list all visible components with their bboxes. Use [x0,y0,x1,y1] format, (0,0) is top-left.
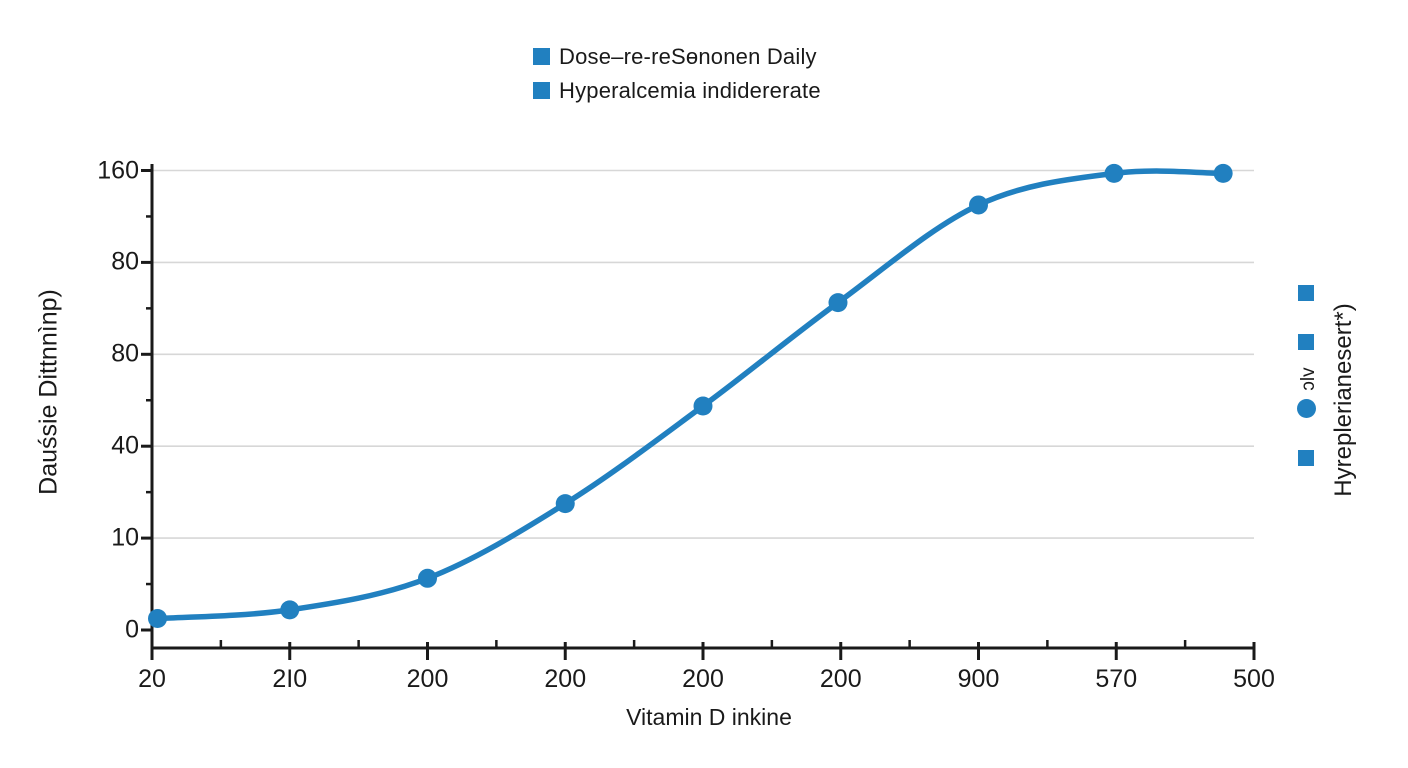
y-tick-label: 80 [111,339,139,368]
legend-item: Hyperalcemia indidererate [533,79,821,102]
data-point-marker [555,494,575,514]
legend-item-label: Hyperalcemia indidererate [559,78,821,103]
side-square-icon [1298,450,1314,466]
data-point-marker [418,568,437,588]
data-point-marker [280,600,300,620]
side-square-icon [1298,334,1314,350]
legend-swatch-icon [533,48,550,65]
data-point-marker [969,195,988,215]
y-axis-title: Dauśsie Dittnnìnp) [34,289,63,495]
data-point-marker [1104,163,1124,183]
legend-item-label: Dose–re-reSɵnonen Daily [559,44,817,69]
side-circle-icon [1297,399,1316,418]
x-tick-label: 570 [1095,665,1138,693]
x-tick-label: 200 [819,665,862,693]
x-tick-label: 20 [138,665,166,693]
data-point-marker [693,396,713,416]
x-tick-label: 2I0 [272,665,308,693]
data-point-marker [828,293,848,313]
x-tick-label: 200 [544,665,587,693]
side-square-icon [1298,285,1314,301]
y-tick-label: 40 [111,431,139,460]
data-point-marker [148,609,168,629]
x-tick-label: 200 [406,665,449,693]
side-small-label: ɔlv [1298,367,1319,391]
x-tick-label: 500 [1233,665,1275,693]
x-axis-title: Vitamin D inkine [626,704,792,730]
x-tick-label: 900 [957,665,1000,693]
right-axis-title: Hyreplerianesert*) [1330,303,1357,497]
legend-swatch-icon [533,82,550,99]
y-tick-label: 160 [97,156,139,184]
dose-response-curve [154,168,1226,622]
legend-item: Dose–re-reSɵnonen Daily [533,45,821,68]
data-point-marker [1213,163,1233,183]
y-tick-label: 80 [111,247,139,276]
legend: Dose–re-reSɵnonen Daily Hyperalcemia ind… [533,45,821,102]
x-tick-label: 200 [682,665,724,693]
y-tick-label: 10 [111,523,139,552]
y-tick-label: 0 [125,615,139,644]
